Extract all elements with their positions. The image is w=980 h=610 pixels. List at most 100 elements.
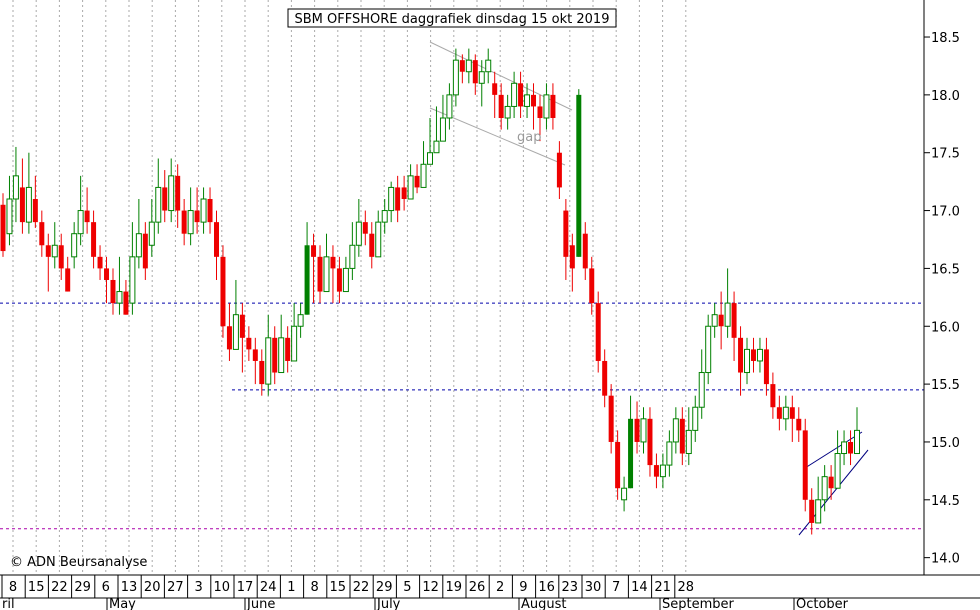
candle-body: [181, 210, 187, 234]
candle-body: [511, 82, 518, 107]
candle-body: [65, 268, 71, 292]
x-tick-label: 27: [167, 580, 184, 595]
candle-body: [336, 268, 342, 292]
candle-body: [317, 256, 323, 292]
candle-body: [524, 94, 531, 107]
x-tick-label: 15: [330, 580, 347, 595]
candle-body: [414, 175, 420, 188]
candle-body: [537, 106, 543, 119]
candle-body: [278, 337, 285, 374]
y-tick-label: 18.5: [931, 31, 960, 46]
x-tick-label: 29: [376, 580, 393, 595]
candle-body: [25, 186, 32, 223]
candle-body: [369, 233, 375, 257]
candle-body: [809, 499, 815, 523]
candle-body: [815, 499, 822, 524]
y-tick-label: 18.0: [931, 89, 960, 104]
x-tick-label: 23: [562, 580, 579, 595]
candle-body: [756, 348, 763, 362]
x-tick-label: 6: [102, 580, 110, 595]
candle-body: [220, 256, 226, 327]
candle-body: [362, 222, 368, 234]
candle-body: [834, 453, 841, 489]
candle-body: [452, 59, 459, 96]
candle-body: [731, 303, 737, 338]
y-tick-label: 16.5: [931, 262, 960, 277]
candle-body: [433, 140, 440, 154]
candle-body: [58, 245, 64, 269]
candle-body: [330, 256, 336, 269]
candle-body: [265, 337, 272, 385]
candle-body: [349, 244, 356, 269]
candle-body: [123, 291, 129, 315]
candle-body: [543, 94, 550, 119]
candle-body: [569, 245, 575, 269]
candle-body: [698, 372, 705, 408]
candle-body: [91, 222, 97, 257]
candle-body: [770, 384, 776, 408]
candle-body: [155, 186, 162, 223]
candle-body: [168, 175, 175, 212]
candle-body: [602, 360, 608, 396]
candle-body: [187, 210, 194, 235]
candle-body: [647, 418, 653, 466]
x-tick-label: 21: [654, 580, 671, 595]
candle-body: [504, 105, 511, 119]
candle-body: [71, 233, 78, 258]
candle-body: [39, 222, 45, 246]
candle-body: [207, 198, 213, 223]
candle-body: [563, 210, 569, 257]
month-label: May: [109, 597, 136, 610]
candle-body: [148, 221, 155, 246]
candle-body: [246, 337, 252, 350]
y-tick-label: 14.0: [931, 552, 960, 567]
grid-lines: [12, 0, 687, 575]
x-tick-label: 2: [496, 580, 504, 595]
candle-body: [381, 210, 388, 223]
candle-body: [97, 256, 103, 269]
candle-body: [342, 267, 349, 293]
x-tick-label: 26: [469, 580, 486, 595]
month-label: ril: [2, 597, 15, 610]
candle-body: [232, 314, 239, 350]
candle-body: [848, 441, 854, 454]
candle-body: [666, 441, 673, 466]
candle-body: [576, 94, 582, 257]
candle-body: [291, 325, 298, 362]
gap-channel-lower: [429, 107, 566, 166]
x-tick-label: 12: [422, 580, 439, 595]
x-tick-label: 30: [585, 580, 602, 595]
candle-body: [531, 94, 537, 107]
y-tick-label: 15.5: [931, 378, 960, 393]
month-label: October: [796, 597, 849, 610]
candle-body: [595, 303, 601, 361]
candle-body: [395, 187, 401, 211]
candle-body: [550, 94, 556, 119]
candle-body: [162, 187, 168, 211]
x-tick-label: 7: [612, 580, 620, 595]
x-tick-label: 17: [237, 580, 254, 595]
candle-body: [854, 429, 860, 455]
candle-body: [750, 349, 756, 361]
candle-body: [84, 210, 90, 223]
candle-body: [821, 476, 828, 501]
candle-body: [459, 60, 465, 72]
axis-labels: 8 15 22 29 6 13 20 27 3 10 17 24 1 8 15 22 29 5 12 19 26 2 9 16…: [2, 31, 960, 610]
candle-body: [634, 418, 640, 442]
month-label: June: [246, 597, 275, 610]
x-tick-label: 22: [51, 580, 68, 595]
x-tick-label: 22: [353, 580, 370, 595]
x-tick-label: 14: [631, 580, 648, 595]
candle-body: [285, 337, 291, 361]
candle-body: [446, 94, 453, 119]
candle-body: [582, 233, 588, 269]
x-tick-label: 9: [519, 580, 527, 595]
x-tick-label: 3: [194, 580, 202, 595]
candle-body: [375, 221, 382, 258]
month-label: July: [376, 597, 401, 610]
month-label: September: [662, 597, 735, 610]
candle-body: [104, 268, 110, 280]
candle-body: [239, 314, 245, 338]
candle-body: [32, 198, 38, 223]
